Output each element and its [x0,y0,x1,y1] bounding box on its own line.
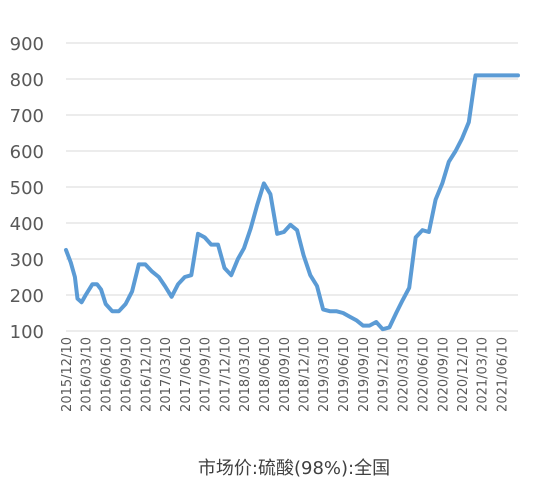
y-tick-label: 700 [10,106,44,127]
x-tick-label: 2020/12/10 [456,337,471,412]
x-tick-label: 2018/12/10 [298,337,313,412]
y-tick-label: 200 [10,286,44,307]
x-tick-label: 2018/09/10 [278,337,293,412]
x-tick-label: 2021/03/10 [476,337,491,412]
x-axis-tick-labels: 2015/12/10 2016/03/10 2016/06/10 2016/09/10… [60,337,511,412]
x-tick-label: 2019/09/10 [357,337,372,412]
x-tick-label: 2021/06/10 [496,337,511,412]
x-tick-label: 2017/06/10 [179,337,194,412]
x-tick-label: 2015/12/10 [60,337,75,412]
x-tick-label: 2016/09/10 [120,337,135,412]
x-tick-label: 2016/03/10 [80,337,95,412]
x-tick-label: 2018/03/10 [238,337,253,412]
x-tick-label: 2020/06/10 [416,337,431,412]
series-line-0 [64,73,520,332]
x-tick-label: 2016/06/10 [100,337,115,412]
y-tick-label: 400 [10,214,44,235]
x-tick-label: 2016/12/10 [139,337,154,412]
y-axis-tick-labels: 100 200 300 400 500 600 700 800 900 [10,34,44,343]
x-tick-label: 2017/12/10 [218,337,233,412]
x-tick-label: 2019/03/10 [317,337,332,412]
legend-entry-label: 市场价:硫酸(98%):全国 [198,458,390,479]
legend: 市场价:硫酸(98%):全国 [198,458,390,479]
y-tick-label: 800 [10,70,44,91]
x-tick-label: 2017/03/10 [159,337,174,412]
y-tick-label: 900 [10,34,44,55]
y-tick-label: 100 [10,322,44,343]
x-tick-label: 2019/12/10 [377,337,392,412]
y-tick-label: 600 [10,142,44,163]
x-tick-label: 2018/06/10 [258,337,273,412]
x-tick-label: 2020/03/10 [396,337,411,412]
x-tick-label: 2017/09/10 [199,337,214,412]
y-tick-label: 300 [10,250,44,271]
series-lines [64,73,520,332]
gridlines [66,42,518,332]
x-tick-label: 2019/06/10 [337,337,352,412]
x-tick-label: 2020/09/10 [436,337,451,412]
y-tick-label: 500 [10,178,44,199]
